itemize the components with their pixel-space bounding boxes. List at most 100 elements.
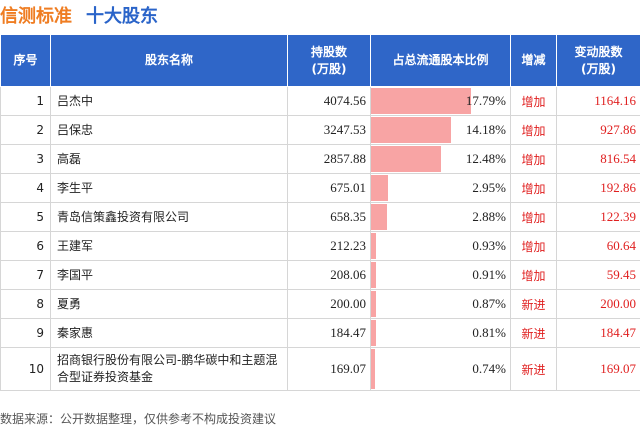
shares-held: 675.01 [287,173,371,203]
change-direction: 增加 [510,202,557,232]
ratio-value: 2.95% [472,180,506,195]
change-shares: 59.45 [556,260,640,290]
shareholder-name: 秦家惠 [50,318,288,348]
change-shares: 192.86 [556,173,640,203]
table-row: 3 高磊 2857.88 12.48% 增加 816.54 [0,144,640,174]
change-direction: 增加 [510,144,557,174]
header-change-line1: 变动股数 [574,44,623,59]
ratio-cell: 0.91% [370,260,511,290]
row-index: 10 [0,347,51,391]
row-index: 8 [0,289,51,319]
shares-held: 200.00 [287,289,371,319]
shareholder-name: 高磊 [50,144,288,174]
shares-held: 4074.56 [287,86,371,116]
header-name: 股东名称 [50,34,288,87]
shares-held: 658.35 [287,202,371,232]
ratio-cell: 2.95% [370,173,511,203]
ratio-bar [371,291,376,317]
change-shares: 927.86 [556,115,640,145]
row-index: 7 [0,260,51,290]
ratio-cell: 14.18% [370,115,511,145]
ratio-cell: 2.88% [370,202,511,232]
shareholder-name: 招商银行股份有限公司-鹏华碳中和主题混合型证券投资基金 [50,347,288,391]
change-shares: 816.54 [556,144,640,174]
change-direction: 增加 [510,173,557,203]
section-title: 十大股东 [86,6,158,27]
table-row: 4 李生平 675.01 2.95% 增加 192.86 [0,173,640,203]
change-direction: 增加 [510,231,557,261]
header-shares: 持股数 (万股) [287,34,371,87]
ratio-cell: 0.93% [370,231,511,261]
change-shares: 60.64 [556,231,640,261]
change-shares: 1164.16 [556,86,640,116]
ratio-bar [371,320,376,346]
table-row: 9 秦家惠 184.47 0.81% 新进 184.47 [0,318,640,348]
table-row: 2 吕保忠 3247.53 14.18% 增加 927.86 [0,115,640,145]
header-shares-line2: (万股) [311,61,347,76]
ratio-cell: 0.74% [370,347,511,391]
table-row: 5 青岛信策鑫投资有限公司 658.35 2.88% 增加 122.39 [0,202,640,232]
ratio-bar [371,117,451,143]
ratio-bar [371,262,377,288]
ratio-value: 0.87% [472,296,506,311]
page-title: 信测标准 十大股东 [0,2,158,28]
shareholder-name: 夏勇 [50,289,288,319]
change-shares: 122.39 [556,202,640,232]
change-direction: 新进 [510,289,557,319]
ratio-cell: 17.79% [370,86,511,116]
table-row: 1 吕杰中 4074.56 17.79% 增加 1164.16 [0,86,640,116]
table-body: 1 吕杰中 4074.56 17.79% 增加 1164.16 2 吕保忠 3247.53 14.… [0,86,640,391]
ratio-value: 14.18% [465,122,506,137]
change-shares: 184.47 [556,318,640,348]
change-shares: 200.00 [556,289,640,319]
change-direction: 增加 [510,115,557,145]
ratio-value: 2.88% [472,209,506,224]
change-direction: 增加 [510,86,557,116]
header-index: 序号 [0,34,51,87]
row-index: 9 [0,318,51,348]
row-index: 3 [0,144,51,174]
ratio-bar [371,204,388,230]
shareholder-name: 王建军 [50,231,288,261]
shareholder-name: 李生平 [50,173,288,203]
header-change: 变动股数 (万股) [556,34,640,87]
ratio-bar [371,146,442,172]
header-shares-line1: 持股数 [310,44,347,59]
table-row: 6 王建军 212.23 0.93% 增加 60.64 [0,231,640,261]
ratio-cell: 12.48% [370,144,511,174]
row-index: 2 [0,115,51,145]
table-row: 7 李国平 208.06 0.91% 增加 59.45 [0,260,640,290]
data-source-note: 数据来源：公开数据整理，仅供参考不构成投资建议 [0,412,277,426]
row-index: 4 [0,173,51,203]
change-direction: 新进 [510,347,557,391]
ratio-value: 0.93% [472,238,506,253]
ratio-bar [371,175,388,201]
row-index: 5 [0,202,51,232]
table-row: 8 夏勇 200.00 0.87% 新进 200.00 [0,289,640,319]
shareholder-name: 李国平 [50,260,288,290]
shares-held: 169.07 [287,347,371,391]
header-change-line2: (万股) [581,61,616,76]
ratio-value: 0.74% [472,361,506,376]
ratio-cell: 0.81% [370,318,511,348]
ratio-value: 0.91% [472,267,506,282]
change-direction: 新进 [510,318,557,348]
company-name: 信测标准 [0,6,72,27]
shareholder-name: 吕杰中 [50,86,288,116]
shareholders-table: 序号 股东名称 持股数 (万股) 占总流通股本比例 增减 变动股数 (万股) 1 吕杰… [0,34,640,391]
row-index: 1 [0,86,51,116]
table-header-row: 序号 股东名称 持股数 (万股) 占总流通股本比例 增减 变动股数 (万股) [0,34,640,87]
ratio-value: 17.79% [465,93,506,108]
table-row: 10 招商银行股份有限公司-鹏华碳中和主题混合型证券投资基金 169.07 0.74%… [0,347,640,391]
ratio-cell: 0.87% [370,289,511,319]
shares-held: 3247.53 [287,115,371,145]
row-index: 6 [0,231,51,261]
shares-held: 208.06 [287,260,371,290]
shares-held: 2857.88 [287,144,371,174]
ratio-bar [371,233,377,259]
header-ratio: 占总流通股本比例 [370,34,511,87]
shareholder-name: 吕保忠 [50,115,288,145]
change-shares: 169.07 [556,347,640,391]
ratio-bar [371,349,376,389]
change-direction: 增加 [510,260,557,290]
